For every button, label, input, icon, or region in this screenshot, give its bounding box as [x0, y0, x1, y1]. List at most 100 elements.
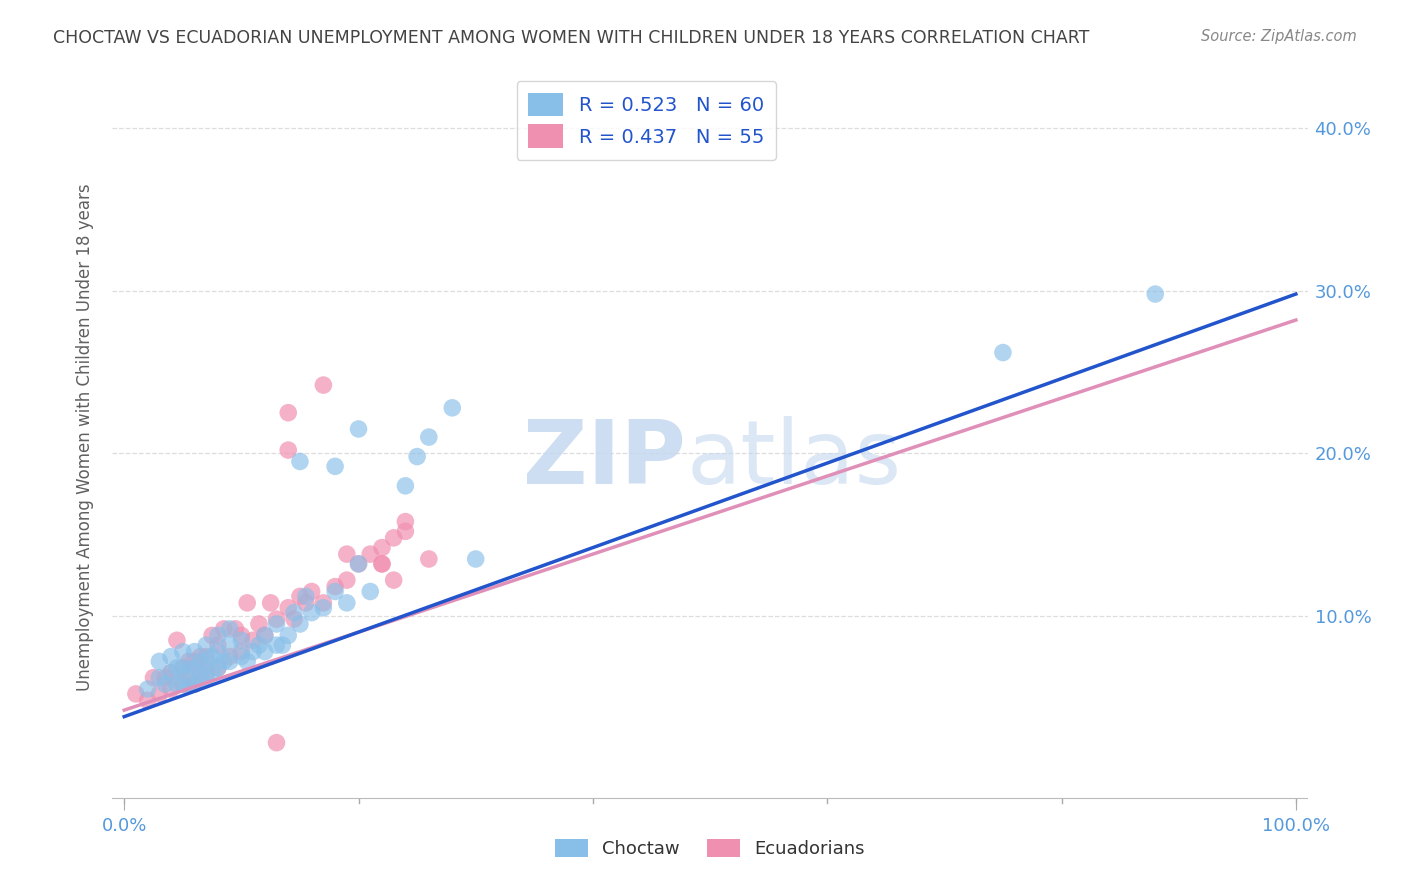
Point	[394, 479, 416, 493]
Point	[271, 638, 294, 652]
Point	[441, 401, 464, 415]
Point	[201, 665, 224, 680]
Point	[236, 596, 259, 610]
Legend: Choctaw, Ecuadorians: Choctaw, Ecuadorians	[547, 830, 873, 867]
Point	[247, 617, 270, 632]
Point	[382, 573, 405, 587]
Point	[160, 665, 183, 680]
Point	[301, 584, 323, 599]
Point	[347, 422, 370, 436]
Point	[148, 671, 170, 685]
Point	[218, 638, 240, 652]
Point	[183, 661, 205, 675]
Text: atlas: atlas	[686, 416, 901, 502]
Point	[323, 580, 346, 594]
Point	[336, 573, 359, 587]
Point	[125, 687, 148, 701]
Point	[242, 633, 264, 648]
Point	[183, 645, 205, 659]
Point	[195, 671, 218, 685]
Point	[418, 430, 440, 444]
Point	[155, 677, 177, 691]
Point	[236, 654, 259, 668]
Point	[188, 654, 212, 668]
Text: Source: ZipAtlas.com: Source: ZipAtlas.com	[1201, 29, 1357, 45]
Point	[288, 454, 311, 468]
Point	[160, 649, 183, 664]
Point	[277, 406, 299, 420]
Point	[231, 649, 253, 664]
Text: ZIP: ZIP	[523, 416, 686, 502]
Point	[231, 645, 253, 659]
Point	[166, 677, 188, 691]
Point	[177, 671, 200, 685]
Text: CHOCTAW VS ECUADORIAN UNEMPLOYMENT AMONG WOMEN WITH CHILDREN UNDER 18 YEARS CORR: CHOCTAW VS ECUADORIAN UNEMPLOYMENT AMONG…	[53, 29, 1090, 47]
Point	[183, 654, 205, 668]
Point	[1144, 287, 1167, 301]
Point	[418, 552, 440, 566]
Point	[277, 628, 299, 642]
Point	[207, 645, 229, 659]
Point	[188, 671, 212, 685]
Point	[260, 596, 283, 610]
Point	[177, 677, 200, 691]
Point	[359, 547, 381, 561]
Point	[172, 677, 194, 691]
Point	[188, 665, 212, 680]
Point	[172, 661, 194, 675]
Point	[231, 628, 253, 642]
Point	[295, 596, 318, 610]
Point	[336, 596, 359, 610]
Point	[218, 649, 240, 664]
Point	[225, 622, 247, 636]
Point	[323, 584, 346, 599]
Point	[148, 654, 170, 668]
Point	[394, 524, 416, 539]
Point	[160, 665, 183, 680]
Point	[991, 345, 1014, 359]
Point	[406, 450, 429, 464]
Point	[464, 552, 486, 566]
Point	[312, 600, 335, 615]
Point	[266, 638, 288, 652]
Point	[177, 654, 200, 668]
Y-axis label: Unemployment Among Women with Children Under 18 years: Unemployment Among Women with Children U…	[76, 183, 94, 691]
Point	[142, 671, 165, 685]
Point	[242, 645, 264, 659]
Point	[277, 600, 299, 615]
Point	[195, 654, 218, 668]
Point	[172, 645, 194, 659]
Point	[266, 612, 288, 626]
Point	[218, 622, 240, 636]
Point	[277, 443, 299, 458]
Point	[323, 459, 346, 474]
Point	[183, 677, 205, 691]
Point	[195, 638, 218, 652]
Point	[201, 649, 224, 664]
Point	[207, 638, 229, 652]
Point	[288, 590, 311, 604]
Point	[382, 531, 405, 545]
Point	[166, 633, 188, 648]
Point	[148, 687, 170, 701]
Point	[136, 681, 159, 696]
Point	[183, 677, 205, 691]
Point	[207, 661, 229, 675]
Point	[336, 547, 359, 561]
Point	[253, 645, 276, 659]
Point	[172, 661, 194, 675]
Point	[371, 557, 394, 571]
Point	[207, 628, 229, 642]
Point	[283, 606, 305, 620]
Point	[347, 557, 370, 571]
Point	[177, 661, 200, 675]
Point	[312, 378, 335, 392]
Point	[172, 677, 194, 691]
Point	[247, 638, 270, 652]
Point	[288, 617, 311, 632]
Point	[359, 584, 381, 599]
Point	[253, 628, 276, 642]
Point	[201, 628, 224, 642]
Point	[394, 515, 416, 529]
Point	[218, 654, 240, 668]
